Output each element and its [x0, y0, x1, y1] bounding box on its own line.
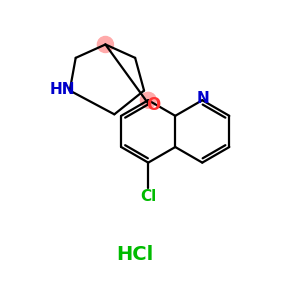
Text: HN: HN	[50, 82, 75, 97]
Circle shape	[140, 92, 156, 108]
Circle shape	[140, 92, 156, 108]
Text: O: O	[146, 96, 160, 114]
Text: N: N	[196, 91, 209, 106]
Circle shape	[98, 37, 113, 52]
Text: HCl: HCl	[116, 244, 154, 263]
Text: Cl: Cl	[140, 189, 156, 204]
